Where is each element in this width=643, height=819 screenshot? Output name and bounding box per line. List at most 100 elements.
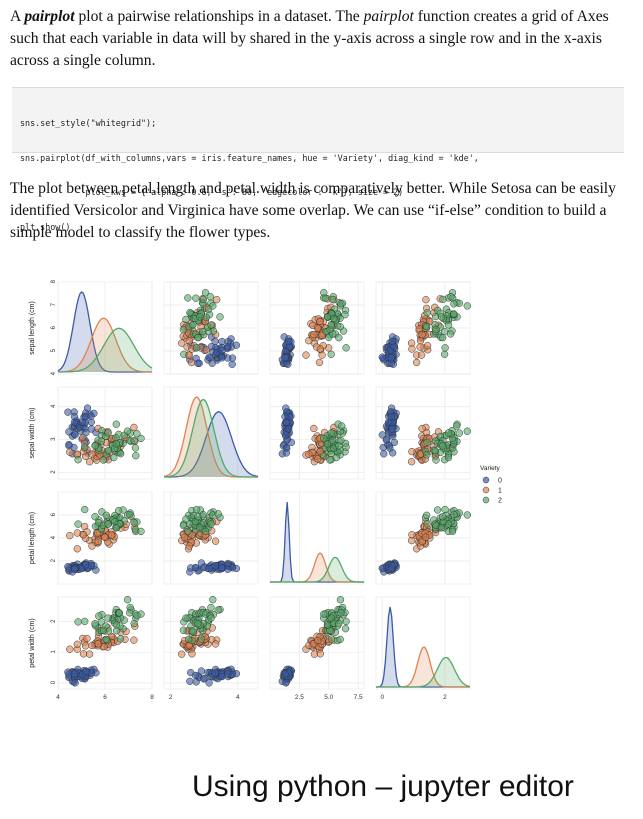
code-line: sns.pairplot(df_with_columns,vars = iris… bbox=[20, 152, 479, 163]
scatter-point-2 bbox=[455, 429, 463, 437]
scatter-point-2 bbox=[197, 635, 206, 643]
scatter-point-1 bbox=[314, 455, 322, 463]
scatter-point-0 bbox=[71, 431, 79, 439]
x-tick-label: 2.5 bbox=[295, 694, 304, 700]
scatter-point-2 bbox=[327, 429, 335, 437]
y-tick-label: 2 bbox=[51, 619, 57, 623]
scatter-point-1 bbox=[316, 345, 324, 353]
scatter-point-2 bbox=[341, 625, 350, 633]
scatter-point-0 bbox=[211, 669, 219, 677]
scatter-point-0 bbox=[187, 564, 195, 572]
scatter-point-1 bbox=[421, 533, 430, 541]
scatter-point-1 bbox=[188, 650, 196, 658]
scatter-point-0 bbox=[281, 412, 289, 421]
scatter-point-0 bbox=[211, 562, 219, 570]
scatter-point-2 bbox=[179, 626, 188, 634]
kde-area-1 bbox=[164, 397, 258, 477]
scatter-point-1 bbox=[79, 531, 88, 539]
scatter-point-0 bbox=[65, 428, 73, 436]
scatter-point-2 bbox=[116, 635, 125, 643]
legend-marker-2 bbox=[482, 496, 490, 504]
scatter-point-2 bbox=[342, 344, 350, 352]
kde-line-2 bbox=[163, 398, 258, 478]
scatter-point-2 bbox=[423, 511, 431, 519]
legend-title: Variety bbox=[480, 465, 500, 472]
x-tick-label: 4 bbox=[56, 694, 60, 700]
legend-label: 0 bbox=[498, 478, 502, 485]
kde-line-2 bbox=[270, 556, 364, 583]
scatter-point-2 bbox=[182, 515, 190, 523]
scatter-point-1 bbox=[187, 358, 196, 367]
scatter-point-1 bbox=[185, 542, 193, 550]
caption: Using python – jupyter editor bbox=[192, 770, 574, 803]
scatter-point-2 bbox=[423, 438, 431, 446]
scatter-point-2 bbox=[192, 505, 201, 514]
scatter-point-2 bbox=[74, 618, 82, 626]
scatter-point-2 bbox=[131, 444, 140, 452]
intro-text-1: plot a pairwise relationships in a datas… bbox=[74, 8, 364, 25]
scatter-point-1 bbox=[85, 650, 94, 658]
scatter-point-0 bbox=[281, 354, 289, 362]
scatter-point-2 bbox=[194, 513, 202, 521]
scatter-point-2 bbox=[335, 620, 343, 628]
scatter-point-2 bbox=[447, 293, 455, 301]
scatter-point-2 bbox=[432, 456, 440, 464]
scatter-point-2 bbox=[116, 450, 125, 458]
scatter-point-0 bbox=[232, 341, 241, 349]
scatter-point-2 bbox=[439, 442, 447, 450]
pairplot-panel bbox=[57, 386, 153, 480]
legend-marker-1 bbox=[482, 486, 490, 494]
scatter-point-1 bbox=[423, 342, 432, 350]
scatter-point-2 bbox=[439, 295, 447, 304]
scatter-point-2 bbox=[320, 610, 328, 618]
scatter-point-0 bbox=[70, 670, 79, 678]
scatter-point-2 bbox=[81, 505, 89, 514]
scatter-point-2 bbox=[450, 300, 458, 308]
scatter-point-2 bbox=[437, 313, 446, 321]
scatter-point-2 bbox=[437, 524, 446, 532]
scatter-point-0 bbox=[224, 354, 232, 362]
code-line: plt.show() bbox=[20, 221, 71, 232]
scatter-point-0 bbox=[200, 675, 208, 683]
scatter-point-2 bbox=[337, 300, 345, 308]
scatter-point-2 bbox=[328, 295, 337, 304]
code-line: plot_kws = {'alpha': 0.6, 's': 80, 'edge… bbox=[20, 187, 404, 197]
scatter-point-2 bbox=[99, 456, 108, 464]
scatter-point-2 bbox=[214, 510, 222, 518]
y-axis-label: sepal width (cm) bbox=[29, 408, 36, 459]
scatter-point-2 bbox=[323, 313, 332, 321]
scatter-point-0 bbox=[378, 353, 386, 361]
kde-line-0 bbox=[164, 411, 259, 478]
legend-label: 1 bbox=[498, 488, 502, 495]
scatter-point-2 bbox=[423, 451, 431, 459]
scatter-point-2 bbox=[182, 315, 190, 324]
scatter-point-0 bbox=[388, 337, 396, 345]
y-tick-label: 1 bbox=[51, 650, 57, 654]
scatter-point-1 bbox=[66, 448, 74, 456]
scatter-point-0 bbox=[387, 565, 395, 573]
scatter-point-2 bbox=[81, 443, 89, 451]
scatter-point-2 bbox=[432, 325, 440, 334]
kde-area-1 bbox=[270, 553, 364, 582]
scatter-point-2 bbox=[463, 511, 471, 519]
scatter-point-2 bbox=[320, 452, 328, 460]
y-tick-label: 4 bbox=[51, 371, 57, 375]
x-tick-label: 4 bbox=[236, 694, 240, 700]
y-tick-label: 8 bbox=[51, 279, 57, 283]
pairplot-panel bbox=[163, 491, 259, 585]
pairplot-panel bbox=[57, 491, 153, 585]
y-tick-label: 2 bbox=[51, 470, 57, 474]
scatter-point-2 bbox=[335, 334, 343, 342]
scatter-point-2 bbox=[184, 294, 192, 302]
pairplot-panel bbox=[57, 596, 153, 690]
y-tick-label: 5 bbox=[51, 348, 57, 352]
scatter-point-2 bbox=[130, 519, 138, 527]
intro-emphasis-pairplot-2: pairplot bbox=[363, 8, 414, 25]
scatter-point-2 bbox=[323, 440, 332, 448]
scatter-point-2 bbox=[214, 606, 222, 614]
scatter-point-2 bbox=[337, 609, 345, 617]
scatter-point-2 bbox=[199, 327, 207, 336]
scatter-point-0 bbox=[205, 679, 213, 687]
scatter-point-1 bbox=[211, 537, 220, 545]
scatter-point-2 bbox=[74, 456, 82, 464]
